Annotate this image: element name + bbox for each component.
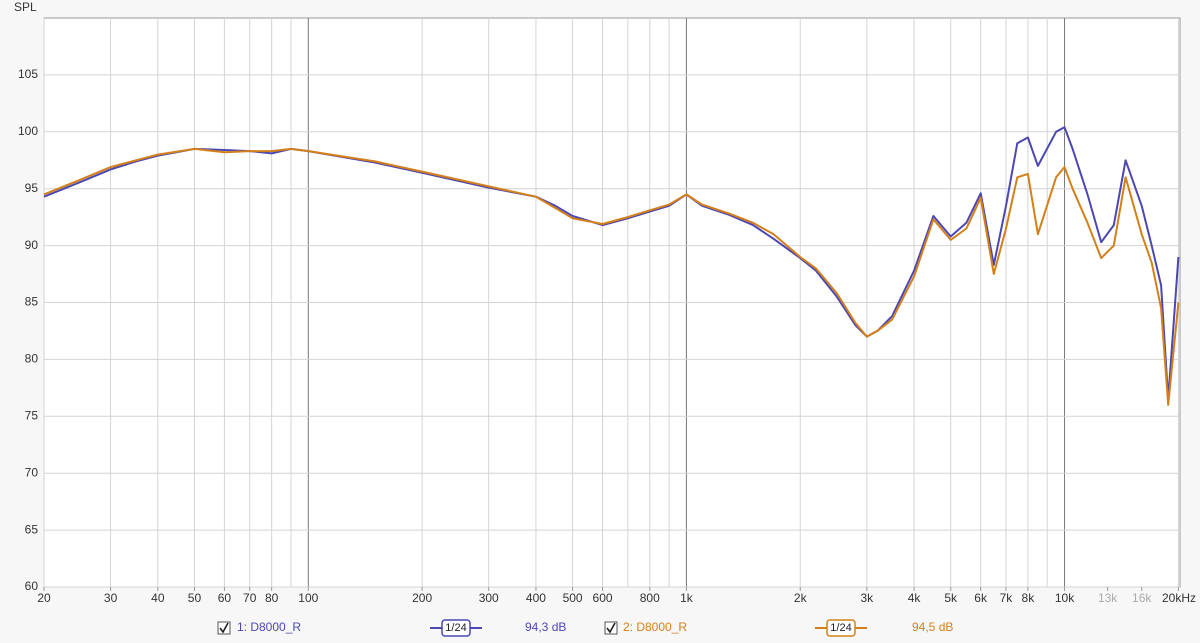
x-tick-label: 13k <box>1098 591 1118 605</box>
smoothing-label: 1/24 <box>830 622 851 634</box>
series-line <box>43 147 1180 406</box>
y-tick-label: 70 <box>25 465 39 479</box>
legend: 1: D8000_R 1/24 94,3 dB 2: D8000_R 1/24 94,5 … <box>217 619 953 637</box>
x-tick-label: 20kHz <box>1162 591 1196 605</box>
y-tick-label: 105 <box>18 67 38 81</box>
y-tick-label: 100 <box>18 124 38 138</box>
y-tick-label: 95 <box>25 181 39 195</box>
y-tick-label: 80 <box>25 352 39 366</box>
grid: 60 65 70 75 80 85 90 95 100 105 20 30 40 50 60 70 80 100 2… <box>18 18 1196 605</box>
x-tick-label: 500 <box>563 591 583 605</box>
x-tick-label: 5k <box>944 591 958 605</box>
x-tick-label: 300 <box>479 591 499 605</box>
legend-item: 2: D8000_R 1/24 94,5 dB <box>604 619 953 637</box>
smoothing-label: 1/24 <box>445 622 466 634</box>
x-tick-label: 30 <box>104 591 118 605</box>
marks <box>43 126 1180 406</box>
x-tick-label: 16k <box>1132 591 1152 605</box>
legend-item: 1: D8000_R 1/24 94,3 dB <box>217 619 566 637</box>
checkmark <box>606 622 616 634</box>
x-tick-label: 7k <box>1000 591 1014 605</box>
x-tick-label: 800 <box>640 591 660 605</box>
smoothing-box[interactable] <box>826 619 856 637</box>
x-tick-label: 200 <box>412 591 432 605</box>
legend-level: 94,3 dB <box>525 620 566 634</box>
x-tick-label: 8k <box>1022 591 1036 605</box>
y-tick-label: 60 <box>25 579 39 593</box>
checkmark <box>219 622 229 634</box>
x-tick-label: 70 <box>243 591 257 605</box>
legend-level: 94,5 dB <box>912 620 953 634</box>
x-tick-label: 4k <box>908 591 922 605</box>
x-tick-label: 20 <box>37 591 51 605</box>
x-tick-label: 10k <box>1055 591 1075 605</box>
x-tick-label: 600 <box>593 591 613 605</box>
x-tick-label: 50 <box>188 591 202 605</box>
x-tick-label: 60 <box>218 591 232 605</box>
x-tick-label: 80 <box>265 591 279 605</box>
x-tick-label: 2k <box>794 591 808 605</box>
y-tick-label: 90 <box>25 238 39 252</box>
x-tick-label: 400 <box>526 591 546 605</box>
x-tick-label: 1k <box>680 591 694 605</box>
y-tick-label: 85 <box>25 295 39 309</box>
y-tick-label: 75 <box>25 408 39 422</box>
smoothing-box[interactable] <box>441 619 471 637</box>
y-tick-label: 65 <box>25 522 39 536</box>
x-tick-label: 40 <box>151 591 165 605</box>
x-tick-label: 6k <box>974 591 988 605</box>
y-axis-label: SPL <box>14 0 37 14</box>
legend-label: 2: D8000_R <box>623 620 687 634</box>
legend-label: 1: D8000_R <box>237 620 301 634</box>
x-tick-label: 100 <box>298 591 318 605</box>
x-tick-label: 3k <box>860 591 874 605</box>
